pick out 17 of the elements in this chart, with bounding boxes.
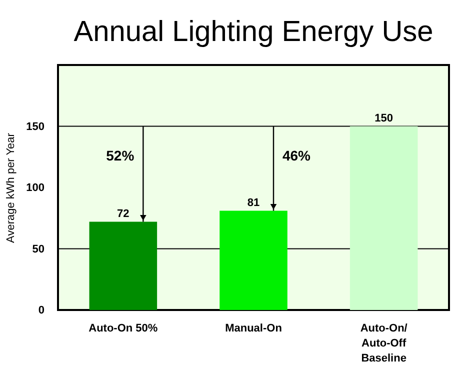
- y-tick-label: 0: [38, 304, 44, 316]
- x-tick-label: Auto-On/ Auto-Off Baseline: [360, 322, 408, 364]
- x-tick-label: Manual-On: [225, 322, 282, 334]
- bar: [89, 222, 158, 310]
- bar: [350, 126, 418, 310]
- y-axis-title: Average kWh per Year: [5, 132, 18, 243]
- data-label: 81: [247, 196, 260, 209]
- annotation: 52%: [106, 147, 135, 164]
- annotation: 46%: [282, 147, 312, 164]
- x-tick-label: Auto-On 50%: [88, 322, 158, 334]
- data-label: 72: [117, 208, 130, 220]
- y-tick-label: 100: [26, 182, 44, 194]
- chart-title: Annual Lighting Energy Use: [74, 16, 434, 48]
- y-tick-label: 150: [26, 120, 44, 133]
- data-label: 150: [374, 112, 394, 124]
- bar: [220, 210, 288, 310]
- y-tick-label: 50: [32, 243, 44, 256]
